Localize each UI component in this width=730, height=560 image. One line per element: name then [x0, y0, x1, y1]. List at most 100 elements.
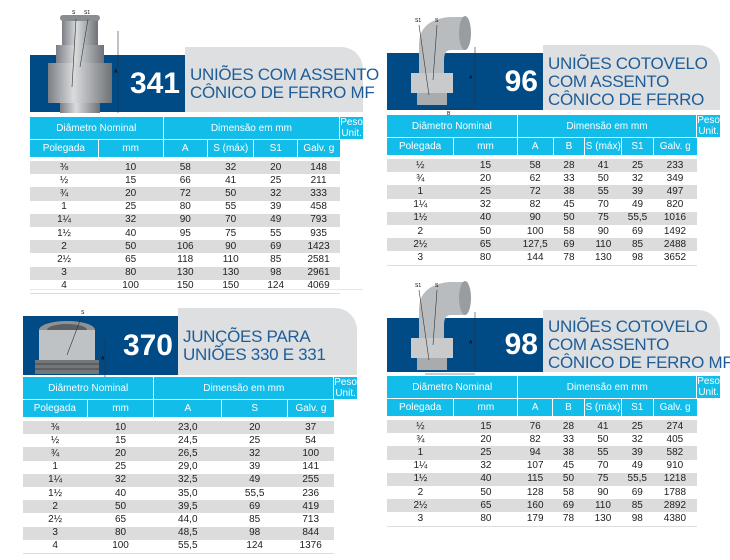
table-cell: 85	[270, 253, 282, 265]
table-cell: 2961	[297, 266, 340, 280]
table-cell: 2	[30, 240, 99, 254]
column-header: S (máx)	[583, 398, 622, 417]
column-header: Galv. g	[652, 398, 697, 417]
column-header-row: Polegada mm A B S (máx) S1 Galv. g	[387, 137, 720, 156]
product-title: UNIÕES COTOVELO COM ASSENTO CÔNICO DE FERR…	[548, 318, 730, 372]
table-row: ¾ 20 62 33 50 32 349	[387, 172, 720, 185]
column-header-row: Polegada mm A S (máx) S1 Galv. g	[30, 139, 363, 158]
product-title-line: JUNÇÕES PARA	[183, 326, 311, 346]
svg-text:S1: S1	[415, 18, 421, 24]
table-cell: 3	[387, 512, 454, 527]
column-header: Polegada	[23, 399, 88, 418]
table-cell: 130	[584, 251, 622, 266]
table-cell: 3652	[653, 251, 697, 266]
table-row: ½ 15 58 28 41 25 233	[387, 159, 720, 173]
table-cell: 160	[517, 499, 553, 513]
table-row: ⅜ 10 23,0 20 37	[23, 421, 357, 435]
svg-text:S1: S1	[415, 283, 421, 289]
table-cell: 124	[253, 279, 298, 294]
table-cell: 80	[87, 526, 154, 540]
table-cell: 15	[114, 434, 127, 446]
table-cell: 1	[61, 201, 67, 213]
svg-text:A: A	[114, 69, 118, 75]
svg-text:S: S	[435, 283, 439, 289]
table-row: ¾ 20 72 50 32 333	[30, 187, 363, 201]
table-row: 2 50 106 90 69 1423	[30, 240, 363, 254]
group-header-row: Diâmetro Nominal Dimensão em mm Peso Unit.	[387, 376, 720, 399]
table-cell: 69	[221, 500, 288, 514]
table-cell: 713	[302, 513, 320, 525]
table-cell: 40	[114, 487, 127, 499]
table-cell: 85	[249, 513, 261, 525]
table-cell: ¾	[416, 433, 425, 445]
table-row: 4 100 150 150 124 4069	[30, 279, 363, 294]
column-header-row: Polegada mm A S Galv. g	[23, 399, 357, 418]
svg-text:A: A	[469, 75, 473, 81]
table-cell: 50	[597, 172, 609, 184]
title-box	[185, 47, 363, 112]
table-cell: 44,0	[178, 513, 198, 525]
table-cell: 32,5	[153, 473, 222, 487]
table-cell: 32	[98, 213, 164, 227]
group-header: Dimensão em mm	[517, 376, 697, 399]
group-header: Dimensão em mm	[153, 377, 334, 400]
table-row: 3 80 130 130 98 2961	[30, 266, 363, 280]
table-cell: 50	[480, 486, 492, 498]
table-cell: 41	[584, 159, 622, 173]
table-cell: 95	[179, 227, 191, 239]
table-cell: 82	[529, 433, 541, 445]
table-cell: 24,5	[178, 434, 198, 446]
table-cell: 935	[310, 227, 327, 239]
table-row: 1¼ 32 107 45 70 49 910	[387, 460, 720, 473]
column-header: Polegada	[387, 137, 454, 156]
table-cell: 2½	[48, 513, 63, 525]
table-row: 1½ 40 95 75 55 935	[30, 227, 363, 240]
table-cell: 55,5	[153, 539, 222, 554]
table-cell: ½	[59, 174, 69, 186]
table-row: 1½ 40 90 50 75 55,5 1016	[387, 211, 720, 225]
table-cell: 54	[305, 434, 317, 446]
table-cell: 2½	[387, 499, 454, 513]
table-row: ½ 15 66 41 25 211	[30, 174, 363, 187]
svg-text:A: A	[101, 356, 105, 362]
table-row: ½ 15 24,5 25 54	[23, 434, 357, 447]
table-cell: 20	[479, 172, 492, 184]
table-cell: 66	[179, 174, 191, 186]
column-header: S1	[253, 139, 298, 158]
table-cell: 118	[177, 253, 194, 265]
table-cell: 10	[98, 161, 164, 175]
table-cell: 90	[597, 486, 609, 498]
table-cell: 55,5	[621, 211, 654, 225]
table-cell: 20	[253, 161, 298, 175]
table-cell: 72	[163, 187, 208, 201]
table-cell: 58	[517, 159, 554, 173]
table-row: 1 25 72 38 55 39 497	[387, 185, 720, 199]
table-cell: 72	[517, 185, 554, 199]
group-header: Diâmetro Nominal	[30, 117, 164, 140]
table-cell: 2892	[653, 499, 697, 513]
table-cell: 82	[529, 199, 541, 211]
table-cell: 65	[453, 499, 518, 513]
table-cell: 32	[253, 187, 298, 201]
product-title-line: UNIÕES 330 E 331	[183, 344, 326, 364]
group-header: Diâmetro Nominal	[23, 377, 154, 400]
table-row: 3 80 48,5 98 844	[23, 526, 357, 540]
table-cell: 50	[479, 225, 492, 237]
table-cell: 50	[87, 500, 154, 514]
table-cell: 98	[253, 266, 298, 280]
table-cell: 38	[552, 446, 585, 460]
table-cell: 1218	[653, 472, 697, 486]
svg-text:B: B	[447, 111, 451, 117]
table-cell: 45	[563, 199, 575, 211]
product-code: 370	[122, 328, 173, 362]
product-title-line: UNIÕES COM ASSENTO	[190, 64, 379, 84]
table-cell: 32	[480, 460, 492, 472]
table-cell: 1016	[653, 211, 697, 225]
table-cell: 58	[563, 225, 575, 237]
table-cell: 333	[297, 187, 340, 201]
table-cell: 3	[387, 251, 454, 266]
table-row: ¾ 20 26,5 32 100	[23, 447, 357, 461]
table-cell: 1½	[57, 227, 72, 239]
group-header: Peso Unit.	[696, 376, 720, 399]
